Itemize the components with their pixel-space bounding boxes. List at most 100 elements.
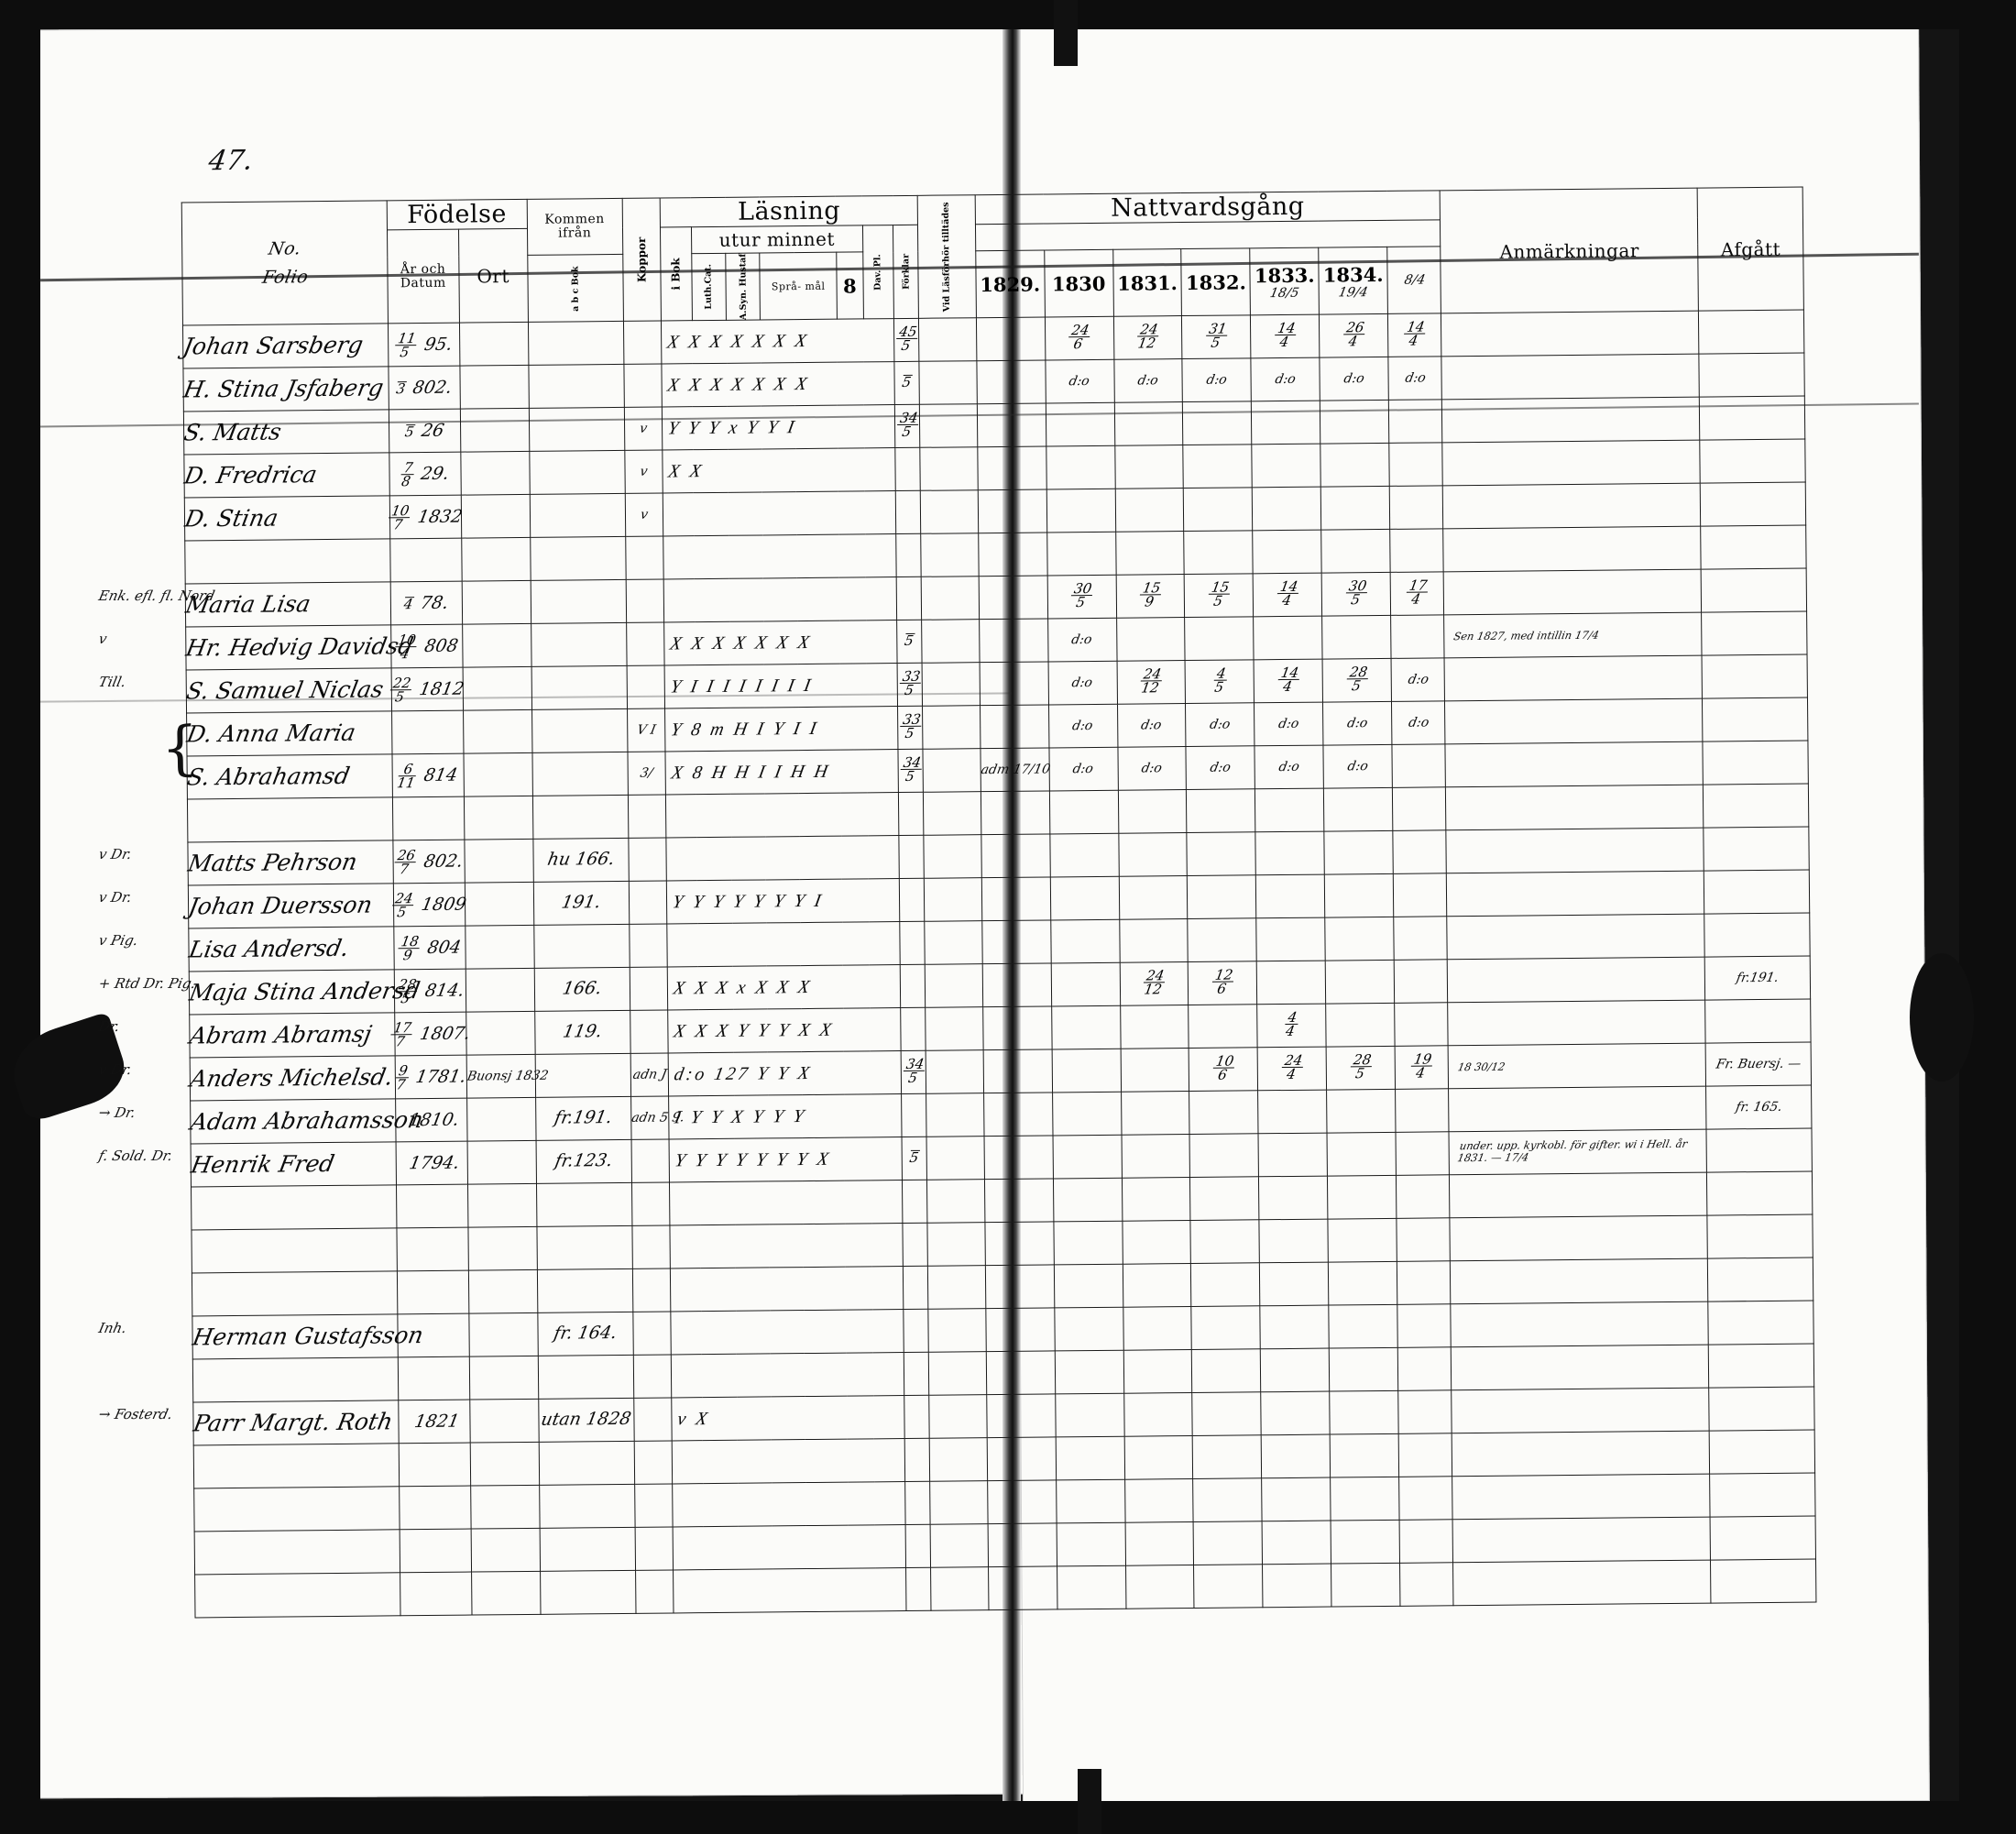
person-name-cell[interactable]: Hr. Hedvig Davidsd: [184, 625, 416, 671]
person-name-cell[interactable]: Maria Lisa: [183, 582, 391, 628]
afgatt-cell[interactable]: [1700, 439, 1806, 484]
koppor-cell[interactable]: v: [624, 450, 663, 494]
kommen-ifran-cell[interactable]: fr.123.: [535, 1139, 632, 1184]
koppor-cell[interactable]: [625, 579, 664, 623]
forklar-cell[interactable]: [896, 577, 922, 621]
forklar-cell[interactable]: 33 5: [897, 706, 924, 751]
forklar-cell[interactable]: [894, 447, 921, 492]
kommen-ifran-cell[interactable]: [533, 924, 630, 969]
birth-place-cell[interactable]: [460, 408, 530, 453]
birth-place-cell[interactable]: [462, 623, 531, 668]
person-name-cell[interactable]: Adam Abrahamsson: [189, 1099, 425, 1145]
anmarkningar-cell[interactable]: [1447, 957, 1706, 1004]
birth-date-cell[interactable]: 10 7 1832: [388, 495, 465, 540]
afgatt-cell[interactable]: [1699, 396, 1805, 441]
person-name-cell[interactable]: S. Matts: [181, 410, 389, 456]
afgatt-cell[interactable]: [1704, 827, 1810, 872]
birth-place-cell[interactable]: [470, 1485, 540, 1530]
afgatt-cell[interactable]: [1702, 654, 1808, 699]
lasning-marks-cell[interactable]: X X: [663, 448, 896, 494]
koppor-cell[interactable]: [633, 1398, 673, 1442]
forklar-cell[interactable]: [895, 490, 921, 535]
afgatt-cell[interactable]: [1710, 1516, 1816, 1561]
birth-place-cell[interactable]: [468, 1312, 538, 1357]
lasning-marks-cell[interactable]: X X X X X X X: [662, 362, 895, 408]
kommen-ifran-cell[interactable]: [539, 1484, 635, 1529]
afgatt-cell[interactable]: [1706, 1128, 1813, 1173]
forklar-cell[interactable]: [905, 1567, 932, 1611]
forklar-cell[interactable]: [904, 1438, 930, 1482]
kommen-ifran-cell[interactable]: [540, 1570, 636, 1615]
person-name-cell[interactable]: [194, 1573, 400, 1619]
birth-place-cell[interactable]: [461, 580, 531, 625]
vid-lasforhor-cell[interactable]: [923, 792, 981, 836]
birth-date-cell[interactable]: 5 26: [389, 409, 461, 454]
afgatt-cell[interactable]: [1709, 1430, 1815, 1475]
forklar-cell[interactable]: [900, 964, 926, 1008]
afgatt-cell[interactable]: [1701, 611, 1808, 656]
kommen-ifran-cell[interactable]: 119.: [534, 1010, 630, 1055]
person-name-cell[interactable]: D. Fredrica: [182, 453, 389, 499]
lasning-marks-cell[interactable]: [669, 1180, 904, 1226]
vid-lasforhor-cell[interactable]: [924, 835, 982, 879]
anmarkningar-cell[interactable]: [1446, 828, 1704, 874]
person-name-cell[interactable]: Johan Duersson: [186, 884, 394, 929]
birth-date-cell[interactable]: 1794.: [395, 1141, 468, 1186]
lasning-marks-cell[interactable]: [667, 921, 901, 968]
anmarkningar-cell[interactable]: [1449, 1172, 1708, 1219]
kommen-ifran-cell[interactable]: 191.: [532, 881, 630, 926]
forklar-cell[interactable]: [899, 921, 926, 965]
vid-lasforhor-cell[interactable]: [925, 964, 983, 1008]
birth-date-cell[interactable]: 17 7 1807.: [390, 1012, 472, 1057]
koppor-cell[interactable]: V I: [627, 708, 666, 752]
kommen-ifran-cell[interactable]: [532, 795, 629, 840]
lasning-marks-cell[interactable]: [665, 792, 899, 839]
person-name-cell[interactable]: [194, 1530, 400, 1576]
person-name-cell[interactable]: [193, 1487, 400, 1532]
birth-place-cell[interactable]: [466, 1097, 536, 1142]
afgatt-cell[interactable]: fr. 165.: [1705, 1085, 1812, 1130]
afgatt-cell[interactable]: [1709, 1473, 1816, 1518]
vid-lasforhor-cell[interactable]: [920, 490, 979, 534]
lasning-marks-cell[interactable]: X X X X X X X: [663, 620, 898, 666]
birth-date-cell[interactable]: 4 78.: [389, 581, 463, 626]
birth-date-cell[interactable]: [396, 1227, 469, 1272]
birth-date-cell[interactable]: [399, 1486, 471, 1531]
birth-date-cell[interactable]: [398, 1356, 470, 1401]
birth-date-cell[interactable]: [392, 796, 465, 841]
vid-lasforhor-cell[interactable]: [918, 318, 977, 362]
vid-lasforhor-cell[interactable]: [921, 577, 980, 620]
koppor-cell[interactable]: [623, 321, 663, 365]
person-name-cell[interactable]: Johan Sarsberg: [181, 324, 389, 369]
birth-date-cell[interactable]: 1821: [398, 1400, 470, 1444]
lasning-marks-cell[interactable]: Y 8 m H I Y I I: [664, 707, 899, 752]
forklar-cell[interactable]: 33 5: [897, 663, 923, 708]
person-name-cell[interactable]: Matts Pehrson: [186, 840, 394, 886]
birth-date-cell[interactable]: 6 11 814: [391, 753, 465, 798]
birth-place-cell[interactable]: [461, 494, 531, 539]
lasning-marks-cell[interactable]: [673, 1524, 906, 1571]
kommen-ifran-cell[interactable]: 166.: [533, 967, 630, 1012]
anmarkningar-cell[interactable]: [1450, 1258, 1709, 1305]
anmarkningar-cell[interactable]: under. upp. kyrkobl. för gifter. wi i He…: [1449, 1129, 1707, 1176]
forklar-cell[interactable]: 5: [902, 1137, 927, 1181]
birth-date-cell[interactable]: 28 5 814.: [393, 969, 466, 1014]
forklar-cell[interactable]: 45 5: [893, 318, 920, 363]
anmarkningar-cell[interactable]: [1445, 785, 1704, 831]
koppor-cell[interactable]: [629, 881, 668, 925]
afgatt-cell[interactable]: [1702, 697, 1808, 742]
forklar-cell[interactable]: 34 5: [901, 1050, 927, 1094]
forklar-cell[interactable]: [900, 1007, 926, 1051]
anmarkningar-cell[interactable]: [1449, 1086, 1707, 1133]
forklar-cell[interactable]: 5: [896, 620, 923, 664]
koppor-cell[interactable]: [625, 536, 664, 580]
anmarkningar-cell[interactable]: [1452, 1517, 1711, 1564]
afgatt-cell[interactable]: [1701, 525, 1807, 570]
birth-place-cell[interactable]: [464, 796, 533, 840]
kommen-ifran-cell[interactable]: [534, 1053, 631, 1098]
afgatt-cell[interactable]: [1706, 1171, 1813, 1216]
vid-lasforhor-cell[interactable]: [922, 663, 981, 707]
kommen-ifran-cell[interactable]: [536, 1182, 632, 1227]
birth-date-cell[interactable]: 1810.: [395, 1098, 467, 1143]
kommen-ifran-cell[interactable]: [531, 752, 629, 796]
